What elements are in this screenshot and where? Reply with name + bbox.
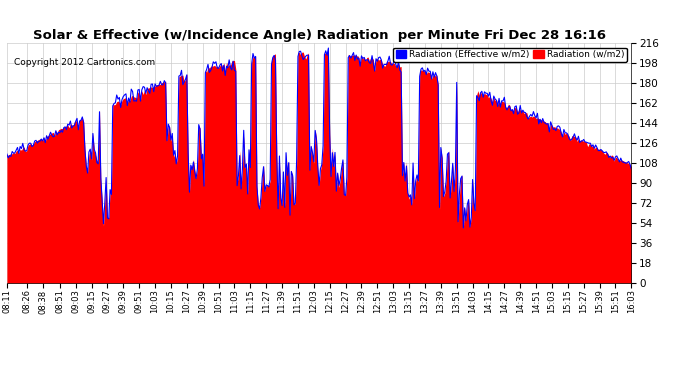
Text: Copyright 2012 Cartronics.com: Copyright 2012 Cartronics.com <box>14 58 155 67</box>
Legend: Radiation (Effective w/m2), Radiation (w/m2): Radiation (Effective w/m2), Radiation (w… <box>393 48 627 62</box>
Title: Solar & Effective (w/Incidence Angle) Radiation  per Minute Fri Dec 28 16:16: Solar & Effective (w/Incidence Angle) Ra… <box>32 29 606 42</box>
